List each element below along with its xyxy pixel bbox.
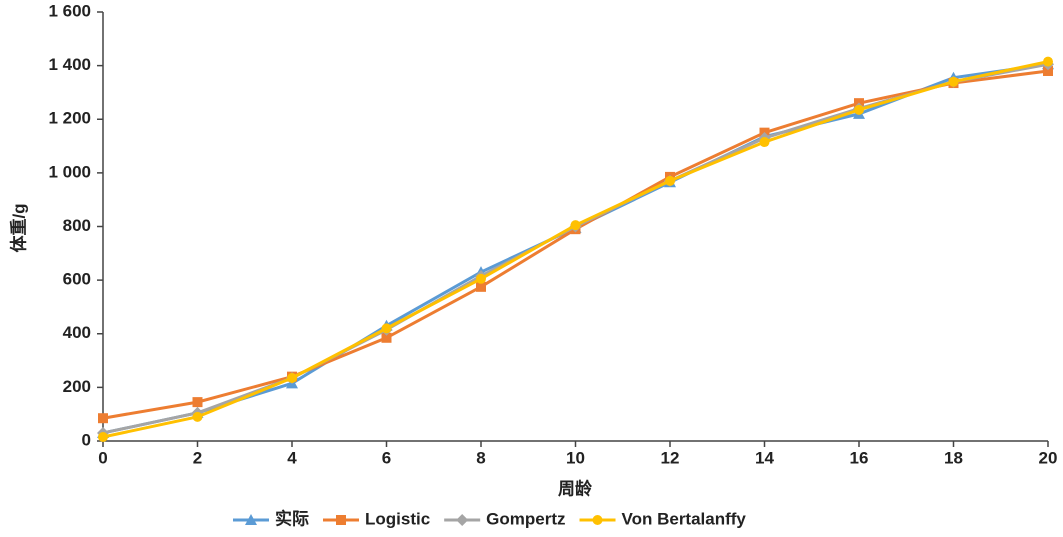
marker bbox=[854, 104, 864, 115]
legend-label: Gompertz bbox=[486, 509, 565, 528]
x-tick-label: 0 bbox=[98, 448, 107, 467]
marker bbox=[948, 76, 959, 87]
y-tick-label: 1 600 bbox=[48, 1, 91, 20]
marker bbox=[336, 515, 346, 525]
marker bbox=[759, 137, 770, 148]
marker bbox=[192, 397, 203, 408]
marker bbox=[665, 175, 675, 186]
marker bbox=[476, 273, 486, 284]
legend-label: Von Bertalanffy bbox=[622, 509, 747, 528]
series-line bbox=[102, 62, 1049, 435]
series-line bbox=[102, 69, 1049, 420]
y-tick-label: 1 400 bbox=[48, 55, 91, 74]
marker bbox=[1043, 56, 1053, 67]
x-tick-label: 16 bbox=[850, 448, 869, 467]
series-line bbox=[102, 60, 1049, 439]
y-tick-label: 0 bbox=[82, 430, 91, 449]
marker bbox=[245, 514, 257, 525]
x-tick-label: 10 bbox=[566, 448, 585, 467]
y-tick-label: 800 bbox=[63, 216, 91, 235]
marker bbox=[456, 514, 469, 526]
y-tick-label: 1 200 bbox=[48, 109, 91, 128]
x-tick-label: 6 bbox=[382, 448, 391, 467]
x-tick-label: 2 bbox=[193, 448, 202, 467]
marker bbox=[570, 220, 581, 231]
marker bbox=[98, 413, 108, 424]
y-tick-label: 600 bbox=[63, 270, 91, 289]
marker bbox=[98, 431, 108, 442]
y-tick-label: 200 bbox=[63, 377, 91, 396]
marker bbox=[381, 332, 392, 343]
y-axis-title: 体重/g bbox=[8, 203, 28, 252]
x-tick-label: 8 bbox=[476, 448, 485, 467]
x-tick-label: 12 bbox=[661, 448, 680, 467]
marker bbox=[192, 411, 203, 422]
marker bbox=[381, 323, 392, 334]
x-tick-label: 14 bbox=[755, 448, 774, 467]
y-tick-label: 1 000 bbox=[48, 162, 91, 181]
y-tick-label: 400 bbox=[63, 323, 91, 342]
marker bbox=[592, 515, 603, 525]
marker bbox=[287, 372, 297, 383]
legend-label: Logistic bbox=[365, 509, 430, 528]
marker bbox=[1043, 65, 1053, 76]
series-line bbox=[102, 62, 1049, 435]
x-tick-label: 20 bbox=[1039, 448, 1058, 467]
x-tick-label: 4 bbox=[287, 448, 297, 467]
marker bbox=[476, 281, 486, 292]
legend-label: 实际 bbox=[275, 508, 309, 528]
x-axis-title: 周龄 bbox=[558, 478, 593, 498]
x-tick-label: 18 bbox=[944, 448, 963, 467]
